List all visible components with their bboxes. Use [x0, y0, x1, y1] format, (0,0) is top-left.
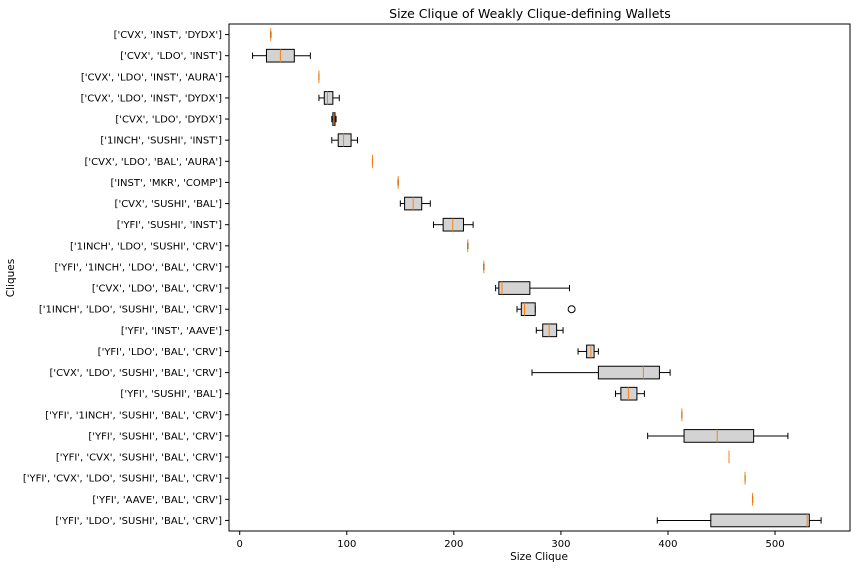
y-tick-label: ['YFI', 'INST', 'AAVE']: [121, 326, 222, 337]
iqr-box: [586, 344, 595, 359]
y-axis-label: Cliques: [5, 259, 17, 297]
box-15: [577, 344, 599, 359]
axes-frame: [228, 23, 851, 532]
box-16: [531, 365, 671, 380]
box-19: [647, 429, 789, 443]
iqr-box: [323, 91, 334, 105]
iqr-box: [442, 217, 464, 232]
iqr-box: [710, 513, 810, 528]
iqr-box: [597, 365, 660, 380]
iqr-box: [620, 386, 638, 401]
y-tick-label: ['1INCH', 'LDO', 'SUSHI', 'CRV']: [70, 241, 222, 252]
y-tick-label: ['CVX', 'LDO', 'BAL', 'CRV']: [92, 284, 222, 295]
x-tick-label: 200: [444, 539, 463, 550]
x-tick-label: 100: [337, 539, 356, 550]
box-23: [656, 513, 822, 528]
y-tick-label: ['YFI', 'SUSHI', 'BAL']: [120, 389, 222, 400]
iqr-box: [683, 429, 755, 443]
box-14: [535, 323, 564, 338]
y-tick-label: ['CVX', 'LDO', 'INST', 'DYDX']: [81, 93, 222, 104]
y-tick-label: ['CVX', 'LDO', 'SUSHI', 'BAL', 'CRV']: [49, 368, 222, 379]
box-3: [318, 91, 340, 105]
box-4: [331, 112, 337, 126]
chart-title: Size Clique of Weakly Clique-defining Wa…: [389, 6, 671, 21]
box-9: [433, 217, 474, 232]
y-tick-label: ['1INCH', 'SUSHI', 'INST']: [100, 136, 222, 147]
plot-area: 0 100 200 300 400 500 ['CVX', 'INST', 'DYDX'] […: [23, 28, 822, 550]
y-tick-label: ['CVX', 'LDO', 'INST']: [120, 51, 222, 62]
x-tick-label: 500: [766, 539, 785, 550]
outlier-point: [567, 305, 576, 314]
y-tick-label: ['YFI', 'LDO', 'BAL', 'CRV']: [98, 347, 222, 358]
iqr-box: [337, 133, 352, 148]
iqr-box: [498, 281, 531, 295]
x-tick-label: 400: [658, 539, 677, 550]
y-tick-label: ['CVX', 'LDO', 'INST', 'AURA']: [81, 72, 222, 83]
y-tick-label: ['CVX', 'LDO', 'BAL', 'AURA']: [85, 157, 223, 168]
y-tick-label: ['INST', 'MKR', 'COMP']: [110, 178, 222, 189]
y-tick-label: ['YFI', '1INCH', 'SUSHI', 'BAL', 'CRV']: [45, 410, 222, 421]
y-tick-label: ['YFI', 'LDO', 'SUSHI', 'BAL', 'CRV']: [55, 516, 222, 527]
box-8: [399, 196, 431, 211]
y-tick-label: ['CVX', 'LDO', 'DYDX']: [115, 115, 222, 126]
box-12: [495, 281, 570, 295]
box-17: [615, 386, 645, 401]
y-tick-label: ['YFI', 'AAVE', 'BAL', 'CRV']: [92, 495, 222, 506]
box-13: [516, 302, 576, 317]
box-5: [331, 133, 358, 148]
iqr-box: [520, 302, 536, 317]
y-tick-label: ['YFI', 'SUSHI', 'BAL', 'CRV']: [88, 431, 222, 442]
y-tick-label: ['YFI', '1INCH', 'LDO', 'BAL', 'CRV']: [55, 262, 223, 273]
y-tick-label: ['CVX', 'INST', 'DYDX']: [114, 30, 222, 41]
x-tick-label: 0: [237, 539, 243, 550]
x-tick-label: 300: [551, 539, 570, 550]
y-tick-label: ['1INCH', 'LDO', 'SUSHI', 'BAL', 'CRV']: [39, 305, 222, 316]
y-tick-label: ['YFI', 'CVX', 'LDO', 'SUSHI', 'BAL', 'C…: [23, 474, 222, 485]
y-tick-label: ['CVX', 'SUSHI', 'BAL']: [115, 199, 223, 210]
iqr-box: [542, 323, 558, 338]
x-axis-label: Size Clique: [510, 551, 568, 563]
y-tick-label: ['YFI', 'CVX', 'SUSHI', 'BAL', 'CRV']: [56, 453, 222, 464]
y-tick-label: ['YFI', 'SUSHI', 'INST']: [117, 220, 222, 231]
box-1: [252, 48, 311, 63]
